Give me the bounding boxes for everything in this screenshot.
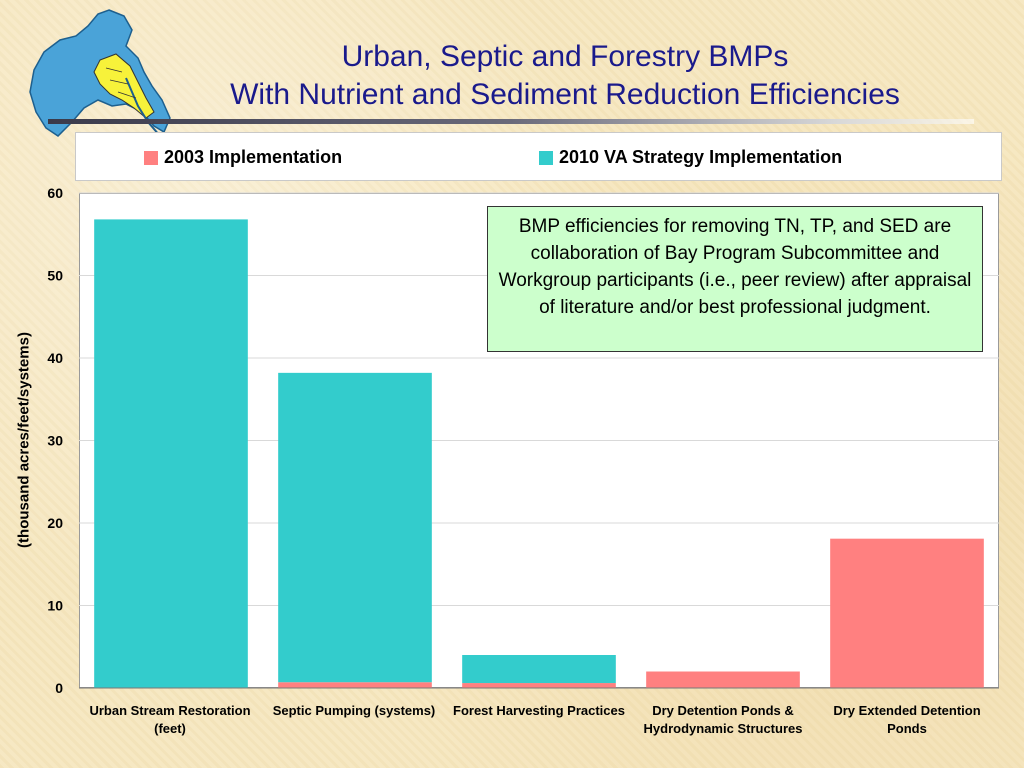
y-tick-label: 50 [47, 268, 63, 284]
y-tick-label: 0 [55, 680, 63, 696]
legend-label-2010: 2010 VA Strategy Implementation [559, 147, 843, 167]
legend-label-2003: 2003 Implementation [164, 147, 343, 167]
x-tick-label: Forest Harvesting Practices [453, 703, 625, 718]
bar-2010 [94, 219, 248, 688]
efficiency-note-box: BMP efficiencies for removing TN, TP, an… [487, 206, 983, 352]
legend-swatch-2003 [144, 150, 158, 165]
y-tick-label: 40 [47, 350, 63, 366]
slide-title: Urban, Septic and Forestry BMPs With Nut… [150, 38, 980, 114]
y-tick-label: 20 [47, 515, 63, 531]
title-divider [48, 119, 974, 124]
bar-2003 [278, 682, 432, 688]
y-axis-label: (thousand acres/feet/systems) [15, 332, 33, 548]
legend-item-2003: 2003 Implementation [144, 147, 342, 168]
x-tick-label: Septic Pumping (systems) [272, 703, 436, 718]
title-line-1: Urban, Septic and Forestry BMPs [341, 40, 789, 73]
y-tick-label: 10 [47, 598, 63, 614]
legend-swatch-2010 [539, 150, 553, 165]
bar-2003 [462, 683, 616, 688]
bar-2003 [830, 538, 984, 688]
x-tick-label: Dry Detention Ponds & Hydrodynamic Struc… [643, 703, 803, 736]
bar-2010 [462, 655, 616, 684]
bar-2003 [646, 671, 800, 688]
title-line-2: With Nutrient and Sediment Reduction Eff… [230, 78, 900, 111]
y-tick-label: 60 [47, 185, 63, 201]
x-tick-label: Dry Extended Detention Ponds [833, 703, 981, 736]
x-tick-label: Urban Stream Restoration (feet) [89, 703, 251, 736]
y-tick-label: 30 [47, 433, 63, 449]
chart-legend: 2003 Implementation 2010 VA Strategy Imp… [75, 132, 1002, 181]
efficiency-note-text: BMP efficiencies for removing TN, TP, an… [498, 216, 972, 318]
bar-2010 [278, 372, 432, 683]
legend-item-2010: 2010 VA Strategy Implementation [539, 147, 842, 168]
